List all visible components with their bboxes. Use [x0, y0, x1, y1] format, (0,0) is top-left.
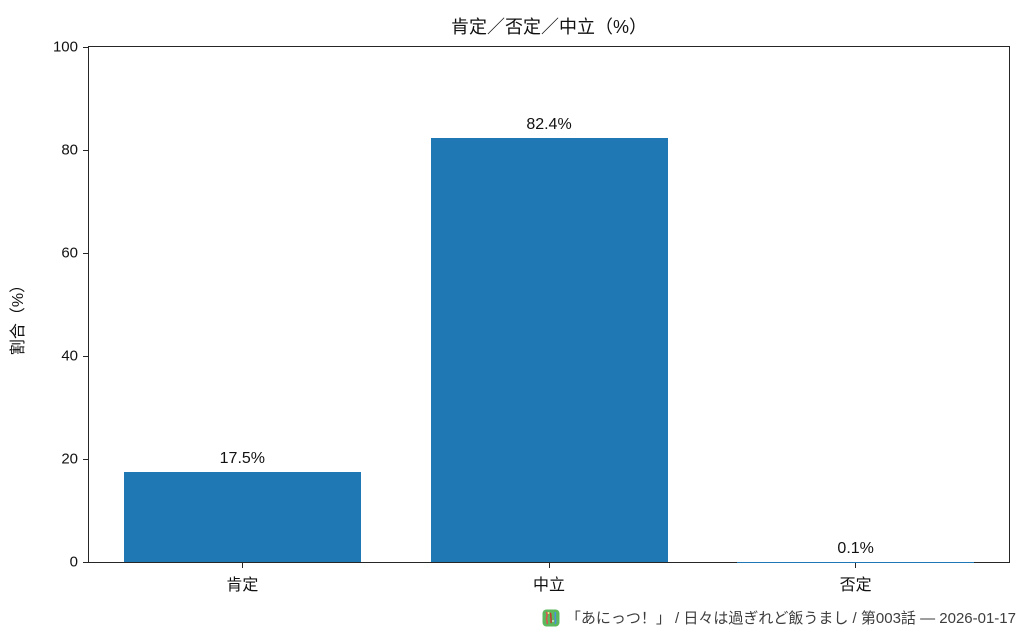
y-tick-mark: [83, 252, 88, 254]
y-tick-mark: [83, 355, 88, 357]
plot-area: 0 20 40 60 80 100 17.5% 肯定 82.4% 中立 0.1% 否定: [53, 39, 1010, 594]
y-tick-label: 20: [61, 450, 78, 468]
y-tick-mark: [83, 149, 88, 151]
chart-title: 肯定／否定／中立（%）: [450, 17, 647, 37]
mascot-emoji-icon: [542, 609, 560, 626]
x-tick-mark: [241, 563, 243, 568]
x-tick-label: 肯定: [226, 577, 259, 594]
y-tick-label: 100: [52, 38, 78, 56]
y-tick-mark: [83, 46, 88, 48]
y-tick-label: 80: [61, 141, 78, 159]
y-tick-label: 60: [61, 244, 78, 262]
bar-1: [123, 471, 361, 562]
caption-text: 「あにっつ！」 / 日々は過ぎれど飯うまし / 第003話 — 2026-01-…: [565, 610, 1016, 627]
bar-3: [737, 561, 975, 562]
y-tick-label: 40: [61, 347, 78, 365]
x-tick-label: 中立: [532, 577, 566, 594]
bar-value-label: 17.5%: [219, 449, 266, 467]
y-axis-label-text: 割合（%）: [10, 276, 27, 356]
x-tick-mark: [855, 563, 857, 568]
y-tick-mark: [83, 458, 88, 460]
y-tick-label: 0: [69, 553, 78, 571]
y-tick-mark: [83, 561, 88, 563]
bar-value-label: 0.1%: [837, 539, 874, 557]
x-tick-label: 否定: [839, 577, 872, 594]
bar-value-label: 82.4%: [526, 115, 572, 133]
chart-caption: 「あにっつ！」 / 日々は過ぎれど飯うまし / 第003話 — 2026-01-…: [542, 607, 1016, 628]
x-tick-mark: [548, 563, 550, 568]
bar-2: [430, 137, 668, 562]
